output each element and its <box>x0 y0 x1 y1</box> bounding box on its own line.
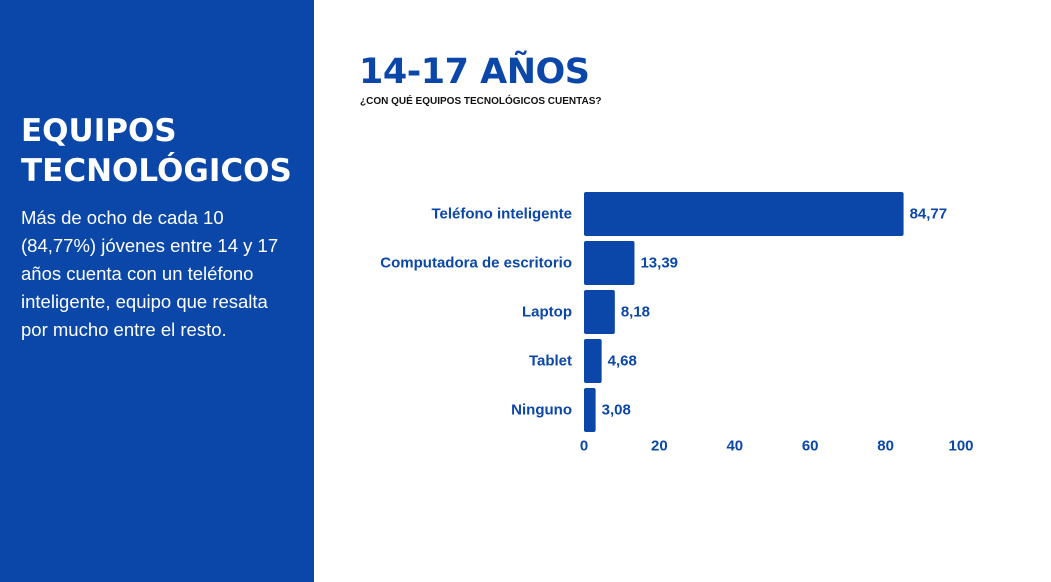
bar-0 <box>584 192 904 236</box>
bar-3 <box>584 339 602 383</box>
x-tick-label: 0 <box>580 438 588 455</box>
left-panel: EQUIPOS TECNOLÓGICOS Más de ocho de cada… <box>0 0 314 582</box>
bar-2 <box>584 290 615 334</box>
value-label: 84,77 <box>910 206 948 223</box>
value-label: 8,18 <box>621 304 650 321</box>
bar-4 <box>584 388 596 432</box>
category-label: Computadora de escritorio <box>380 255 572 272</box>
value-label: 13,39 <box>640 255 678 272</box>
category-label: Laptop <box>522 304 572 321</box>
category-label: Teléfono inteligente <box>431 206 572 223</box>
panel-title: EQUIPOS TECNOLÓGICOS <box>21 113 292 189</box>
x-tick-label: 20 <box>651 438 668 455</box>
x-tick-label: 60 <box>802 438 819 455</box>
x-tick-label: 100 <box>948 438 973 455</box>
x-tick-label: 40 <box>726 438 743 455</box>
value-label: 3,08 <box>602 402 631 419</box>
panel-description: Más de ocho de cada 10 (84,77%) jóvenes … <box>21 207 279 340</box>
bar-1 <box>584 241 635 285</box>
category-label: Ninguno <box>511 402 572 419</box>
chart-title: 14-17 AÑOS <box>359 52 590 92</box>
category-label: Tablet <box>529 353 572 370</box>
x-tick-label: 80 <box>877 438 894 455</box>
value-label: 4,68 <box>608 353 637 370</box>
chart-subtitle: ¿CON QUÉ EQUIPOS TECNOLÓGICOS CUENTAS? <box>360 96 602 107</box>
